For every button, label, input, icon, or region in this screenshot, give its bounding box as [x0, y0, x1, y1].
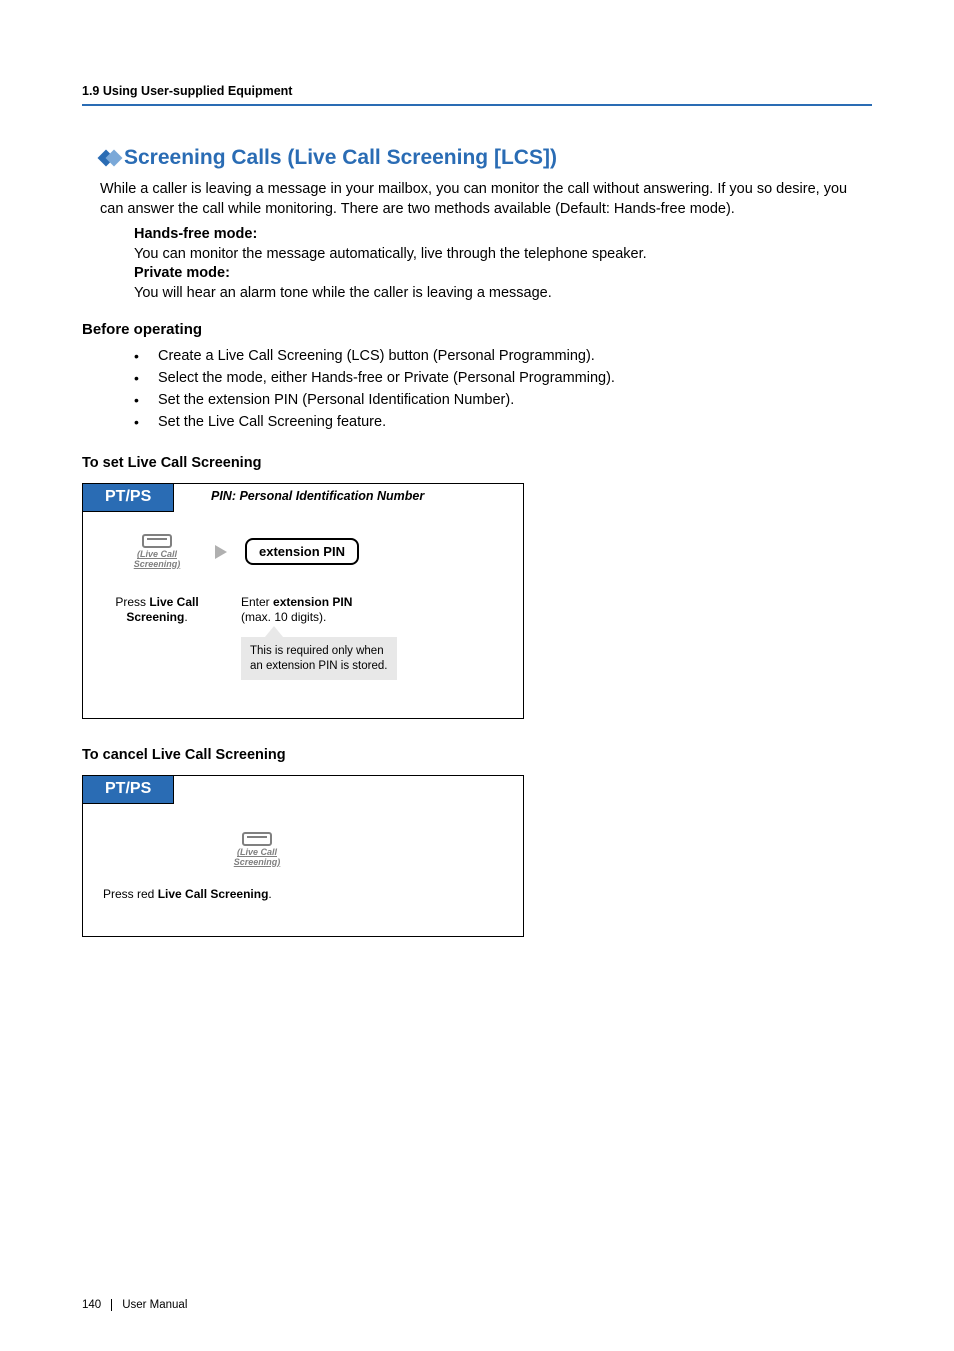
set-diagram: PT/PS PIN: Personal Identification Numbe…: [82, 483, 524, 719]
list-item: Set the Live Call Screening feature.: [134, 412, 872, 434]
lcs-button-step: (Live CallScreening): [217, 832, 297, 867]
cancel-step-text: Press red Live Call Screening.: [103, 887, 507, 902]
phone-button-icon: [242, 832, 272, 846]
btn-label: (Live CallScreening): [234, 848, 281, 867]
set-heading: To set Live Call Screening: [82, 455, 872, 471]
cancel-tab: PT/PS: [82, 775, 174, 804]
list-item: Select the mode, either Hands-free or Pr…: [134, 368, 872, 390]
pin-step: extension PIN: [245, 538, 359, 565]
pin-input-box: extension PIN: [245, 538, 359, 565]
private-desc: You will hear an alarm tone while the ca…: [134, 284, 872, 304]
diamond-icon: [100, 152, 116, 164]
title-row: Screening Calls (Live Call Screening [LC…: [100, 146, 872, 170]
set-tab: PT/PS: [82, 483, 174, 512]
phone-button-icon: [142, 534, 172, 548]
page-footer: 140 User Manual: [82, 1299, 187, 1311]
page-number: 140: [82, 1299, 112, 1311]
list-item: Create a Live Call Screening (LCS) butto…: [134, 346, 872, 368]
modes-block: Hands-free mode: You can monitor the mes…: [134, 225, 872, 303]
cancel-diagram: PT/PS (Live CallScreening) Press red Liv…: [82, 775, 524, 937]
lcs-button-step: (Live CallScreening): [117, 534, 197, 569]
handsfree-desc: You can monitor the message automaticall…: [134, 245, 872, 265]
footer-label: User Manual: [122, 1299, 187, 1311]
intro-paragraph: While a caller is leaving a message in y…: [100, 180, 872, 219]
list-item: Set the extension PIN (Personal Identifi…: [134, 390, 872, 412]
before-list: Create a Live Call Screening (LCS) butto…: [134, 346, 872, 433]
pin-note: PIN: Personal Identification Number: [211, 489, 424, 503]
handsfree-label: Hands-free mode:: [134, 225, 872, 245]
step2-text: Enter extension PIN (max. 10 digits).: [241, 595, 397, 625]
btn-label: (Live CallScreening): [134, 550, 181, 569]
page-title: Screening Calls (Live Call Screening [LC…: [124, 146, 557, 170]
header-section-label: 1.9 Using User-supplied Equipment: [82, 84, 872, 98]
arrow-icon: [215, 545, 227, 559]
private-label: Private mode:: [134, 264, 872, 284]
header-rule: [82, 104, 872, 106]
step1-text: Press Live Call Screening.: [99, 595, 215, 625]
callout-box: This is required only when an extension …: [241, 637, 397, 680]
cancel-heading: To cancel Live Call Screening: [82, 747, 872, 763]
before-heading: Before operating: [82, 321, 872, 338]
